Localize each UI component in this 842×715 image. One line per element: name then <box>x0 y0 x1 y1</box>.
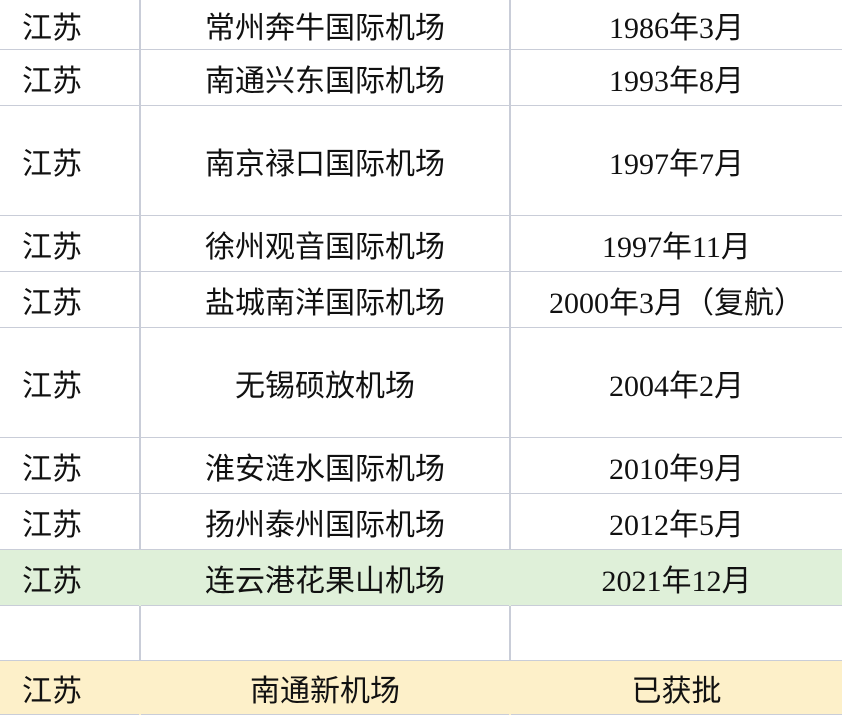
table-row: 江苏 连云港花果山机场 2021年12月 <box>0 549 842 606</box>
province-cell: 江苏 <box>0 549 141 606</box>
airport-name-cell: 连云港花果山机场 <box>139 549 511 606</box>
table-row <box>0 605 842 661</box>
province-cell: 江苏 <box>0 0 141 50</box>
open-date-cell: 1997年11月 <box>509 215 842 272</box>
open-date-cell: 2021年12月 <box>509 549 842 606</box>
table-row: 江苏 南通新机场 已获批 <box>0 660 842 715</box>
open-date-cell: 1986年3月 <box>509 0 842 50</box>
open-date-cell: 已获批 <box>509 660 842 715</box>
open-date-cell: 2004年2月 <box>509 327 842 438</box>
province-cell: 江苏 <box>0 215 141 272</box>
airport-name-cell: 盐城南洋国际机场 <box>139 271 511 328</box>
table-row: 江苏 常州奔牛国际机场 1986年3月 <box>0 0 842 50</box>
table-row: 江苏 徐州观音国际机场 1997年11月 <box>0 215 842 272</box>
airport-name-cell: 淮安涟水国际机场 <box>139 437 511 494</box>
airport-name-cell: 扬州泰州国际机场 <box>139 493 511 550</box>
province-cell: 江苏 <box>0 660 141 715</box>
airport-name-cell: 徐州观音国际机场 <box>139 215 511 272</box>
airport-name-cell: 南通兴东国际机场 <box>139 49 511 106</box>
open-date-cell <box>509 605 842 661</box>
province-cell: 江苏 <box>0 49 141 106</box>
airport-name-cell: 南通新机场 <box>139 660 511 715</box>
province-cell: 江苏 <box>0 437 141 494</box>
province-cell: 江苏 <box>0 105 141 216</box>
open-date-cell: 2010年9月 <box>509 437 842 494</box>
table-row: 江苏 南京禄口国际机场 1997年7月 <box>0 105 842 216</box>
airport-name-cell: 常州奔牛国际机场 <box>139 0 511 50</box>
open-date-cell: 1993年8月 <box>509 49 842 106</box>
province-cell: 江苏 <box>0 271 141 328</box>
airport-name-cell: 南京禄口国际机场 <box>139 105 511 216</box>
table-row: 江苏 无锡硕放机场 2004年2月 <box>0 327 842 438</box>
table-row: 江苏 扬州泰州国际机场 2012年5月 <box>0 493 842 550</box>
open-date-cell: 1997年7月 <box>509 105 842 216</box>
table-row: 江苏 淮安涟水国际机场 2010年9月 <box>0 437 842 494</box>
province-cell <box>0 605 141 661</box>
airport-name-cell: 无锡硕放机场 <box>139 327 511 438</box>
province-cell: 江苏 <box>0 493 141 550</box>
table-row: 江苏 盐城南洋国际机场 2000年3月（复航） <box>0 271 842 328</box>
table-row: 江苏 南通兴东国际机场 1993年8月 <box>0 49 842 106</box>
open-date-cell: 2012年5月 <box>509 493 842 550</box>
airport-name-cell <box>139 605 511 661</box>
province-cell: 江苏 <box>0 327 141 438</box>
open-date-cell: 2000年3月（复航） <box>509 271 842 328</box>
